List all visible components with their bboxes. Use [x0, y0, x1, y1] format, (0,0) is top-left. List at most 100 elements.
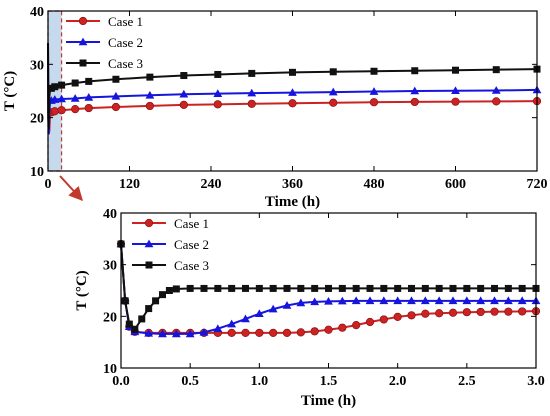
case-2-point	[491, 86, 501, 94]
case-1-point	[50, 107, 59, 116]
case-3-point	[186, 284, 194, 292]
case-1-point	[504, 307, 513, 316]
case-2-point	[476, 296, 486, 305]
y-tick-label: 40	[103, 207, 117, 222]
case-1-point	[338, 323, 347, 332]
case-3-point	[214, 284, 222, 292]
x-tick-label: 2.0	[389, 374, 407, 389]
x-tick-label: 0.0	[112, 374, 130, 389]
case-3-point	[242, 284, 249, 292]
case-1-point	[451, 97, 460, 106]
y-tick-label: 40	[30, 5, 44, 20]
y-tick-label: 10	[30, 165, 44, 180]
case-2-point	[324, 296, 333, 305]
x-tick-label: 1.5	[320, 374, 338, 389]
case-2-point	[268, 304, 278, 313]
case-3-point	[180, 72, 188, 80]
case-2-point	[144, 328, 154, 337]
case-1-point	[352, 321, 361, 330]
case-2-point	[328, 87, 338, 96]
y-tick-label: 20	[30, 112, 44, 127]
case-2-point	[434, 296, 444, 305]
case-2-point	[199, 327, 209, 336]
case-2-point	[145, 90, 155, 99]
case-3-point	[380, 284, 388, 292]
x-tick-label: 480	[364, 177, 385, 192]
case-2-point	[213, 89, 223, 97]
case-2-point	[241, 314, 250, 323]
case-3-point	[338, 284, 346, 292]
case-2-point	[254, 309, 264, 318]
case-3-point	[297, 284, 305, 292]
case-2-point	[171, 329, 181, 338]
case-3-point	[289, 68, 296, 76]
case-3-point	[504, 284, 512, 292]
case-2-point	[84, 93, 94, 101]
case-2-point	[310, 297, 320, 306]
case-2-point	[369, 87, 379, 95]
case-1-point	[476, 307, 485, 317]
case-2-point	[288, 88, 297, 96]
case-2-point	[448, 296, 458, 305]
case-2-point	[351, 296, 361, 305]
x-tick-label: 120	[119, 177, 140, 192]
case-1-legend-marker	[78, 16, 88, 26]
case-2-point	[227, 319, 237, 328]
case-2-point	[213, 324, 223, 333]
case-1-point	[365, 317, 375, 327]
x-tick-label: 2.5	[458, 374, 476, 389]
case-1-point	[282, 328, 292, 337]
case-3-legend-marker	[79, 59, 87, 67]
case-3-point	[435, 284, 443, 292]
x-tick-label: 360	[282, 177, 303, 192]
case-2-point	[282, 301, 292, 309]
case-1-point	[213, 100, 222, 109]
case-2-legend-label: Case 2	[108, 35, 143, 50]
case-3-line	[47, 42, 538, 130]
case-3-point	[172, 285, 180, 293]
x-axis-title: Time (h)	[265, 194, 320, 210]
case-3-point	[411, 67, 419, 75]
x-tick-label: 0	[45, 177, 52, 192]
y-axis-title: T (°C)	[74, 270, 90, 310]
x-tick-label: 240	[201, 177, 222, 192]
case-1-point	[296, 328, 305, 337]
case-3-point	[421, 284, 429, 292]
case-2-point	[70, 94, 80, 102]
case-1-legend-label: Case 1	[174, 216, 209, 231]
case-1-point	[288, 99, 297, 108]
case-1-legend-marker	[144, 218, 154, 228]
case-3-point	[329, 68, 337, 76]
y-tick-label: 20	[103, 310, 117, 325]
case-1-point	[84, 103, 93, 113]
y-tick-label: 30	[103, 259, 117, 274]
case-2-point	[296, 298, 306, 307]
x-tick-label: 720	[527, 177, 548, 192]
case-1-point	[462, 308, 471, 317]
case-1-point	[421, 309, 430, 318]
y-tick-label: 10	[103, 362, 117, 377]
case-3-point	[255, 284, 263, 292]
case-3-point	[131, 325, 139, 333]
case-2-point	[337, 296, 347, 305]
case-3-point	[145, 305, 153, 313]
case-2-point	[462, 296, 472, 305]
case-2-point	[111, 91, 121, 100]
case-1-point	[435, 309, 444, 318]
case-1-point	[269, 328, 278, 337]
case-1-point	[324, 325, 333, 334]
case-2-point	[410, 86, 420, 95]
case-3-point	[492, 66, 500, 74]
case-2-point	[503, 296, 513, 305]
case-3-point	[408, 284, 415, 292]
case-1-point	[410, 97, 419, 107]
case-3-legend-label: Case 3	[174, 258, 209, 273]
case-3-point	[283, 284, 291, 292]
case-1-point	[255, 328, 264, 337]
case-1-point	[145, 101, 154, 111]
case-2-point	[185, 329, 195, 338]
top-chart: 0 120 240 360 480 600 720 10 20 30 40 Time (h) T (°C…	[2, 5, 548, 210]
case-2-legend-marker	[144, 239, 154, 248]
case-1-point	[329, 98, 338, 107]
